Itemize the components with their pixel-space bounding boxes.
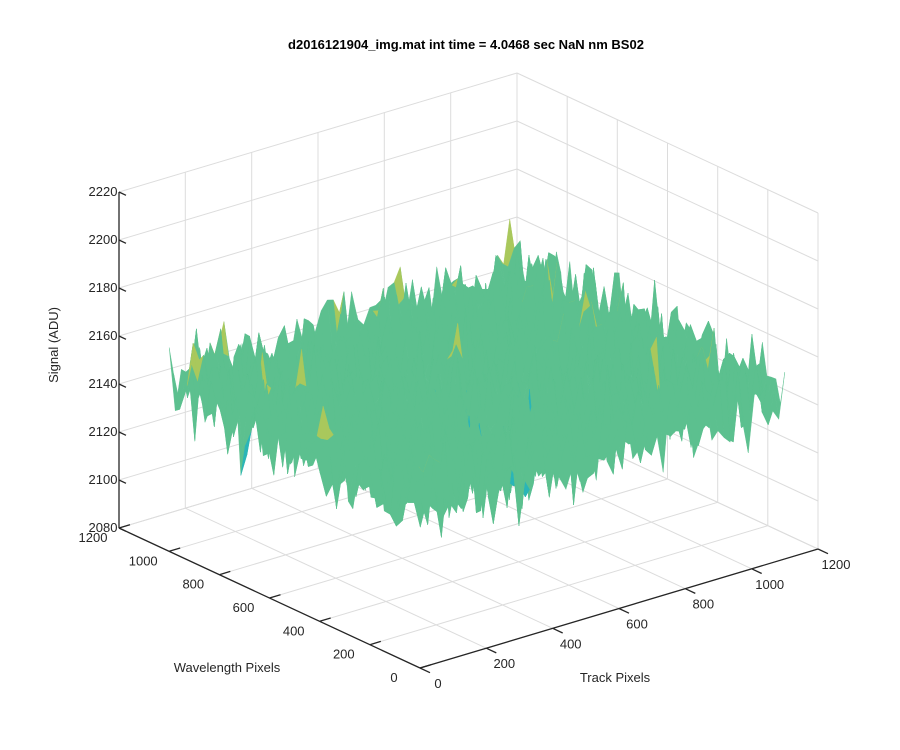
z-tick-mark: [118, 239, 127, 244]
x-axis-label: Track Pixels: [580, 670, 651, 685]
z-tick-mark: [118, 383, 127, 388]
z-tick-label: 2100: [89, 472, 118, 487]
y-tick-mark: [269, 594, 281, 599]
floor-grid-y: [369, 525, 768, 646]
z-tick-label: 2220: [89, 184, 118, 199]
floor-grid-y: [269, 478, 668, 599]
x-tick-label: 0: [434, 676, 441, 691]
x-tick-mark: [618, 607, 630, 614]
x-tick-label: 1000: [755, 577, 784, 592]
x-tick-label: 800: [692, 597, 714, 612]
x-tick-mark: [552, 627, 563, 634]
y-tick-label: 200: [333, 647, 355, 662]
y-tick-mark: [419, 664, 432, 669]
x-tick-mark: [751, 568, 762, 575]
z-tick-mark: [118, 479, 127, 484]
side-wall-grid-z: [516, 168, 819, 310]
z-tick-label: 2180: [89, 280, 118, 295]
side-wall-grid-z: [516, 72, 819, 214]
y-tick-label: 0: [390, 670, 397, 685]
back-wall-grid-z: [118, 120, 518, 241]
x-tick-label: 200: [493, 656, 515, 671]
x-tick-mark: [486, 647, 497, 654]
surface-mesh: [169, 219, 785, 538]
x-tick-mark: [817, 548, 829, 555]
z-tick-mark: [118, 431, 127, 436]
y-tick-mark: [118, 524, 131, 529]
x-tick-label: 1200: [822, 557, 851, 572]
x-tick-mark: [685, 588, 696, 594]
y-tick-mark: [319, 617, 331, 622]
z-tick-label: 2120: [89, 424, 118, 439]
z-tick-label: 2080: [89, 520, 118, 535]
y-tick-mark: [219, 570, 231, 576]
z-tick-mark: [118, 191, 127, 196]
y-tick-mark: [169, 547, 181, 552]
z-tick-label: 2160: [89, 328, 118, 343]
z-tick-label: 2140: [89, 376, 118, 391]
y-tick-mark: [369, 640, 381, 646]
z-tick-mark: [118, 287, 127, 292]
z-tick-mark: [118, 335, 127, 340]
side-wall-grid-z: [516, 216, 819, 358]
surface-facet: [415, 475, 427, 504]
floor-grid-y: [319, 501, 718, 622]
y-tick-label: 1200: [79, 530, 108, 545]
chart-title: d2016121904_img.mat int time = 4.0468 se…: [288, 37, 644, 52]
x-tick-label: 600: [626, 617, 648, 632]
side-wall-grid-z: [516, 120, 819, 262]
y-tick-label: 800: [182, 577, 204, 592]
y-axis-label: Wavelength Pixels: [174, 660, 281, 675]
back-wall-grid-z: [118, 216, 518, 337]
tick-labels: 0 200 400 600 800 1000 1200 0 200 400 600 800 1000 12…: [79, 184, 851, 691]
y-tick-label: 600: [233, 600, 255, 615]
z-axis-label: Signal (ADU): [46, 307, 61, 383]
z-tick-mark: [118, 527, 127, 532]
x-tick-label: 400: [560, 636, 582, 651]
back-wall-grid-z: [118, 168, 518, 289]
back-wall-grid-z: [118, 72, 518, 193]
x-tick-mark: [419, 667, 431, 674]
z-tick-label: 2200: [89, 232, 118, 247]
y-tick-label: 1000: [129, 553, 158, 568]
y-tick-label: 400: [283, 623, 305, 638]
